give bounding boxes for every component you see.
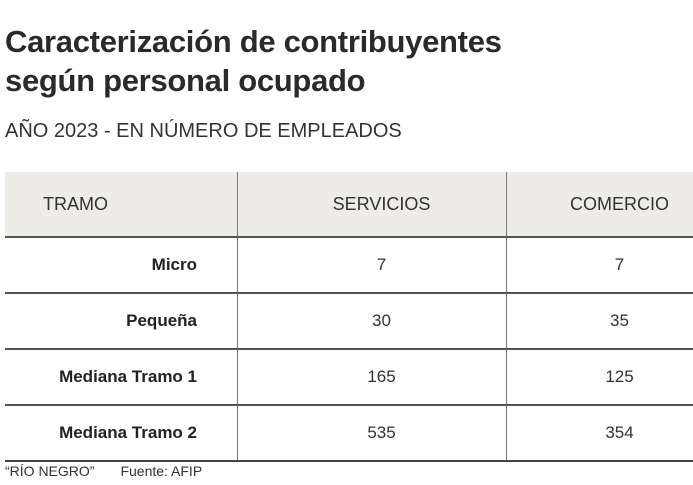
servicios-cell: 30: [237, 292, 507, 349]
row-label: Mediana Tramo 1: [5, 348, 238, 405]
row-label: Pequeña: [5, 292, 238, 349]
title-line-1: Caracterización de contribuyentes: [5, 24, 502, 59]
title-line-2: según personal ocupado: [5, 63, 366, 98]
source: Fuente: AFIP: [120, 463, 203, 479]
page-title: Caracterización de contribuyentes según …: [5, 22, 502, 100]
table-row: Micro 7 7: [5, 236, 693, 293]
servicios-cell: 535: [237, 404, 507, 462]
table-row: Pequeña 30 35: [5, 292, 693, 349]
data-table: TRAMO SERVICIOS COMERCIO Micro 7 7 Pequeña…: [5, 172, 693, 462]
subtitle: AÑO 2023 - EN NÚMERO DE EMPLEADOS: [5, 120, 402, 142]
comercio-cell: 7: [506, 236, 693, 293]
table-row: Mediana Tramo 2 535 354: [5, 404, 693, 462]
servicios-cell: 7: [237, 236, 507, 293]
header-servicios: SERVICIOS: [237, 172, 507, 237]
table-header: TRAMO SERVICIOS COMERCIO: [5, 172, 693, 237]
table-row: Mediana Tramo 1 165 125: [5, 348, 693, 405]
header-tramo: TRAMO: [5, 172, 238, 237]
comercio-cell: 125: [506, 348, 693, 405]
comercio-cell: 354: [506, 404, 693, 462]
header-comercio: COMERCIO: [506, 172, 693, 237]
footer: “RÍO NEGRO” Fuente: AFIP: [5, 463, 202, 479]
row-label: Micro: [5, 236, 238, 293]
servicios-cell: 165: [237, 348, 507, 405]
credit: “RÍO NEGRO”: [5, 463, 95, 479]
row-label: Mediana Tramo 2: [5, 404, 238, 462]
comercio-cell: 35: [506, 292, 693, 349]
